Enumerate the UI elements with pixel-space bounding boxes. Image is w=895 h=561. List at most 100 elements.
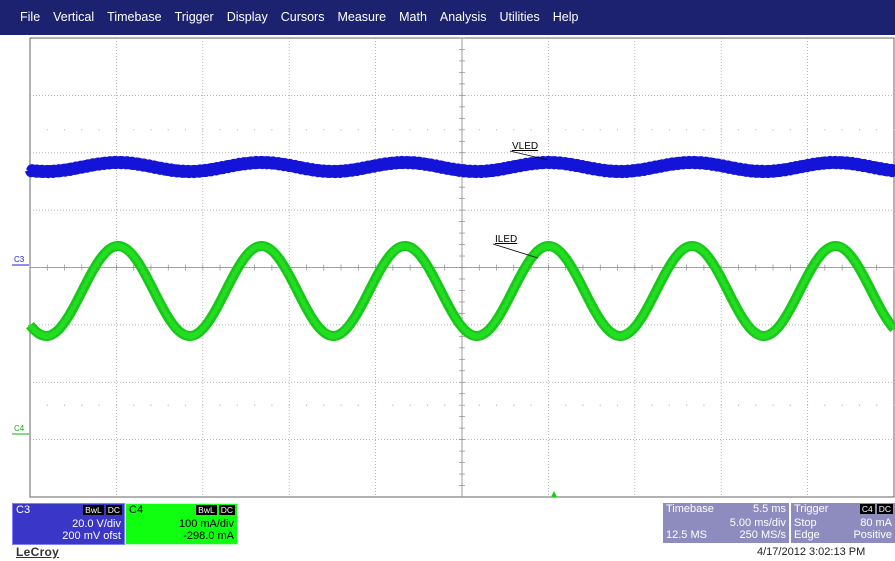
trigger-box[interactable]: Trigger C4 DC Stop 80 mA Edge Positive	[791, 503, 895, 543]
grid-dot	[254, 129, 256, 131]
trigger-source-badge: C4	[859, 504, 875, 514]
timebase-rate: 250 MS/s	[739, 529, 786, 541]
grid-dot	[703, 404, 705, 406]
menu-file[interactable]: File	[20, 10, 41, 24]
menu-bar: File Vertical Timebase Trigger Display Cursor…	[0, 0, 895, 35]
grid-dot	[772, 129, 774, 131]
menu-measure[interactable]: Measure	[337, 10, 387, 24]
grid-dot	[409, 129, 411, 131]
c3-badges: BwL DC	[81, 505, 122, 516]
grid-dot	[599, 129, 601, 131]
grid-dot	[841, 129, 843, 131]
grid-dot	[893, 404, 895, 406]
c3-offset: 200 mV ofst	[62, 530, 121, 542]
vled-trace-noise	[28, 157, 895, 177]
grid-dot	[720, 129, 722, 131]
grid-dot	[271, 129, 273, 131]
trigger-position-marker[interactable]	[551, 491, 557, 497]
c4-marker-label: C4	[14, 424, 25, 433]
grid-dot	[444, 129, 446, 131]
menu-help[interactable]: Help	[552, 10, 579, 24]
trigger-coupling-badge: DC	[876, 504, 893, 514]
grid-dot	[323, 129, 325, 131]
grid-dot	[81, 404, 83, 406]
lecroy-logo: LeCroy	[16, 545, 60, 559]
grid-dot	[323, 404, 325, 406]
menu-trigger[interactable]: Trigger	[174, 10, 214, 24]
grid-dot	[824, 404, 826, 406]
scope-display: VLED ILED C3 C4	[12, 37, 895, 498]
grid-dot	[737, 404, 740, 406]
grid-dot	[565, 129, 567, 131]
grid-dot	[651, 129, 653, 131]
menu-display[interactable]: Display	[226, 10, 268, 24]
c3-marker-label: C3	[14, 255, 25, 264]
grid-dot	[703, 129, 705, 131]
menu-vertical[interactable]: Vertical	[53, 10, 95, 24]
menu-cursors[interactable]: Cursors	[280, 10, 325, 24]
grid-dot	[115, 404, 117, 406]
iled-trace-noise	[28, 242, 895, 340]
grid-dot	[513, 129, 515, 131]
grid-dot	[616, 129, 619, 131]
timebase-delay: 5.5 ms	[752, 503, 786, 515]
grid-dot	[720, 404, 722, 406]
menu-analysis[interactable]: Analysis	[439, 10, 487, 24]
timebase-label: Timebase	[666, 503, 714, 515]
c4-scale: 100 mA/div	[178, 518, 234, 530]
grid-dot	[616, 404, 619, 406]
vled-label: VLED	[512, 141, 538, 152]
timebase-box[interactable]: Timebase 5.5 ms 5.00 ms/div 12.5 MS 250 …	[663, 503, 789, 543]
grid-dot	[288, 129, 290, 131]
c3-channel-box[interactable]: C3 BwL DC 20.0 V/div 200 mV ofst	[12, 503, 125, 545]
grid-dot	[530, 129, 532, 131]
trigger-slope: Positive	[853, 529, 892, 541]
grid-dot	[115, 129, 117, 131]
grid-dot	[634, 404, 636, 406]
c4-bw-badge: BwL	[196, 505, 217, 515]
menu-timebase[interactable]: Timebase	[107, 10, 162, 24]
iled-annotation: ILED	[492, 234, 539, 259]
trigger-label: Trigger	[794, 503, 829, 515]
grid-dot	[409, 404, 411, 406]
c4-name: C4	[129, 504, 144, 516]
c4-offset: -298.0 mA	[183, 530, 234, 542]
grid-dot	[340, 129, 342, 131]
grid-dot	[876, 129, 878, 131]
grid-dot	[167, 404, 169, 406]
grid-dot	[858, 129, 861, 131]
grid-dot	[893, 129, 895, 131]
menu-items: File Vertical Timebase Trigger Display Cursor…	[14, 0, 585, 35]
c3-scale: 20.0 V/div	[72, 518, 121, 530]
grid-dot	[150, 404, 152, 406]
grid-dot	[807, 129, 809, 131]
grid-dot	[133, 129, 135, 131]
grid-dot	[254, 404, 256, 406]
iled-leader-line	[492, 243, 539, 259]
menu-math[interactable]: Math	[399, 10, 427, 24]
grid-dot	[63, 129, 66, 131]
grid-dot	[876, 404, 878, 406]
grid-dot	[686, 129, 688, 131]
c3-ground-marker[interactable]: C3	[12, 255, 29, 266]
grid-dot	[375, 129, 377, 131]
grid-dot	[547, 404, 550, 406]
grid-dot	[755, 404, 757, 406]
timebase-per-div: 5.00 ms/div	[729, 517, 786, 529]
c4-ground-marker[interactable]: C4	[12, 424, 29, 435]
grid-dot	[495, 404, 498, 406]
grid-dot	[46, 129, 48, 131]
trigger-badges: C4 DC	[858, 504, 893, 515]
grid-dot	[565, 404, 567, 406]
c4-channel-box[interactable]: C4 BwL DC 100 mA/div -298.0 mA	[125, 503, 238, 545]
grid-dot	[392, 404, 394, 406]
grid-dot	[81, 129, 83, 131]
grid-dot	[737, 129, 740, 131]
grid-dot	[305, 129, 308, 131]
waveform-traces	[24, 155, 895, 341]
c4-badges: BwL DC	[194, 505, 235, 516]
grid-dot	[547, 129, 550, 131]
menu-utilities[interactable]: Utilities	[499, 10, 540, 24]
c3-coupling-badge: DC	[105, 505, 122, 515]
timestamp: 4/17/2012 3:02:13 PM	[757, 546, 866, 558]
